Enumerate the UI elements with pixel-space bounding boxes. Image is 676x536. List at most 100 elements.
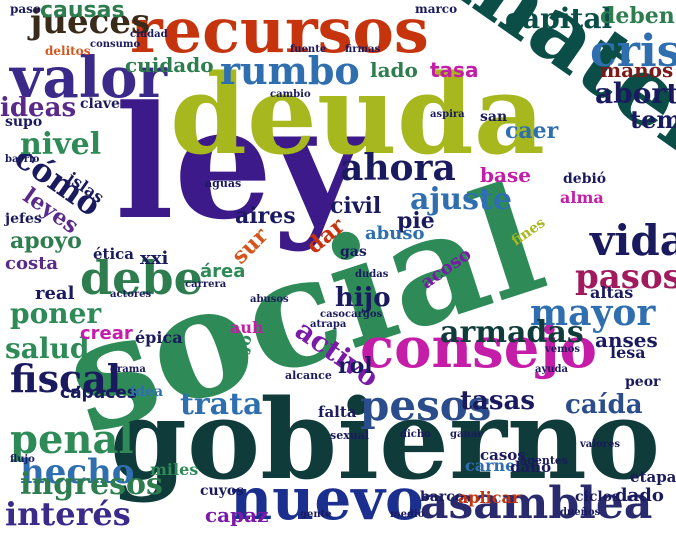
- cloud-word: ética: [93, 245, 135, 263]
- cloud-word: marco: [415, 2, 458, 16]
- cloud-word: paso: [10, 2, 41, 16]
- cloud-word: alcance: [285, 369, 332, 382]
- cloud-word: salud: [5, 332, 90, 365]
- cloud-word: asamblea: [420, 478, 653, 529]
- cloud-word: actores: [110, 289, 152, 300]
- cloud-word: armadas: [440, 315, 584, 350]
- cloud-word: barco: [420, 489, 465, 505]
- cloud-word: área: [200, 261, 246, 282]
- cloud-word: caso: [320, 309, 345, 320]
- cloud-word: apoyo: [10, 228, 82, 254]
- cloud-word: trata: [180, 387, 263, 422]
- cloud-word: delitos: [45, 44, 91, 58]
- cloud-word: dado: [615, 485, 664, 506]
- cloud-word: carne: [465, 456, 516, 475]
- cloud-word: valores: [580, 439, 621, 450]
- cloud-word: supo: [5, 114, 43, 130]
- cloud-word: alma: [560, 188, 604, 207]
- cloud-word: costa: [5, 253, 59, 274]
- cloud-word: daño: [510, 458, 552, 476]
- cloud-word: idea: [130, 384, 164, 400]
- cloud-word: flujo: [10, 454, 35, 465]
- cloud-word: real: [35, 283, 75, 304]
- cloud-word: gas: [340, 244, 367, 260]
- cloud-word: san: [480, 109, 508, 125]
- cloud-word: fiscal: [10, 356, 122, 401]
- cloud-word: interés: [5, 495, 131, 533]
- cloud-word: clave: [80, 96, 120, 112]
- cloud-word: ganar: [450, 429, 483, 440]
- cloud-word: drama: [110, 364, 146, 375]
- cloud-word: deuda: [170, 50, 546, 179]
- cloud-word: civil: [330, 193, 382, 219]
- cloud-word: anses: [595, 328, 658, 352]
- cloud-word: aplicar: [458, 488, 521, 507]
- cloud-word: tasa: [430, 58, 479, 82]
- cloud-word: xxi: [140, 248, 169, 269]
- cloud-word: consejo: [360, 315, 597, 381]
- cloud-word: tasas: [460, 386, 535, 416]
- cloud-word: vida: [590, 216, 676, 265]
- cloud-word: crear: [80, 323, 133, 344]
- cloud-word: altas: [590, 283, 634, 302]
- cloud-word: ahora: [340, 147, 456, 189]
- cloud-word: lado: [370, 58, 418, 82]
- cloud-word: debió: [563, 171, 607, 187]
- cloud-word: ideas: [0, 93, 77, 123]
- cloud-word: base: [480, 163, 531, 187]
- cloud-word: fuente: [290, 44, 327, 55]
- cloud-word: deben: [600, 3, 675, 29]
- cloud-word: cargos: [345, 309, 383, 320]
- cloud-word: nivel: [20, 127, 102, 162]
- cloud-word: pasos: [575, 257, 676, 297]
- cloud-word: pie: [397, 208, 435, 234]
- cloud-word: nuevo: [230, 465, 424, 533]
- cloud-word: dicho: [400, 429, 431, 440]
- cloud-word: caída: [565, 390, 643, 420]
- cloud-word: poner: [10, 297, 102, 330]
- cloud-word: rumbo: [220, 48, 360, 93]
- cloud-word: valor: [10, 45, 167, 111]
- cloud-word: aguas: [205, 177, 242, 190]
- cloud-word: cuyos: [200, 483, 245, 499]
- cloud-word: épica: [135, 328, 183, 347]
- cloud-word: penal: [10, 416, 134, 463]
- cloud-word: crisis: [590, 26, 676, 77]
- cloud-word: miles: [150, 460, 199, 479]
- cloud-word: pesos: [360, 381, 492, 430]
- cloud-word: auh: [230, 318, 264, 337]
- cloud-word: gente: [300, 509, 332, 520]
- cloud-word: manos: [600, 58, 674, 82]
- cloud-word: vemos: [545, 344, 581, 355]
- cloud-word: barrio: [5, 154, 40, 165]
- cloud-word: capaces: [60, 383, 137, 403]
- cloud-word: lesa: [610, 343, 646, 362]
- cloud-word: sexual: [330, 429, 370, 442]
- cloud-word: jefes: [5, 211, 42, 227]
- cloud-word: firmas: [345, 44, 381, 55]
- cloud-word: dueños: [560, 507, 601, 518]
- cloud-word: etapa: [630, 468, 676, 486]
- cloud-word: aborto: [595, 77, 676, 110]
- cloud-word: capaz: [205, 503, 269, 527]
- cloud-word: agentes: [520, 454, 569, 467]
- cloud-word: abusos: [250, 294, 289, 305]
- cloud-word: mayor: [530, 292, 656, 334]
- cloud-word: consumo: [90, 39, 141, 50]
- cloud-word: atrapa: [310, 319, 347, 330]
- cloud-word: aires: [235, 203, 296, 229]
- cloud-word: recursos: [130, 0, 429, 67]
- cloud-word: tema: [630, 105, 676, 134]
- cloud-word: debe: [80, 251, 203, 305]
- cloud-word: ayuda: [535, 364, 569, 375]
- cloud-word: cuidado: [125, 53, 214, 77]
- cloud-word: ciclos: [575, 489, 620, 505]
- cloud-word: capital: [505, 2, 613, 35]
- cloud-word: aspira: [430, 109, 465, 120]
- cloud-word: jueces: [30, 2, 151, 42]
- cloud-word: hecho: [20, 452, 135, 492]
- cloud-word: carrera: [185, 279, 227, 290]
- cloud-word: ley: [115, 71, 363, 254]
- cloud-word: hijo: [335, 283, 391, 313]
- cloud-word: gobierno: [110, 375, 661, 504]
